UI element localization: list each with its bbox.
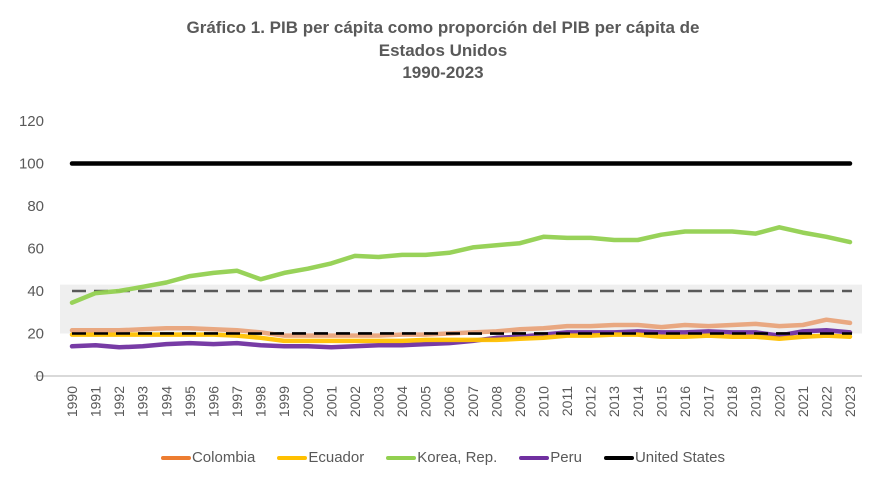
legend-item: Colombia: [160, 449, 256, 466]
chart-title: Gráfico 1. PIB per cápita como proporció…: [0, 17, 886, 85]
x-tick-label: 2001: [323, 386, 339, 417]
legend-swatch: [386, 455, 417, 460]
x-tick-label: 2016: [677, 386, 693, 417]
x-tick-label: 2003: [370, 386, 386, 417]
x-tick-label: 1992: [111, 386, 127, 417]
y-tick-label: 100: [19, 156, 44, 173]
series-line-colombia: [69, 317, 853, 338]
y-tick-label: 0: [36, 368, 44, 385]
x-tick-label: 2017: [701, 386, 717, 417]
legend-swatch: [603, 455, 634, 460]
x-tick-label: 1996: [205, 386, 221, 417]
x-tick-label: 2006: [441, 386, 457, 417]
series-layer: [69, 161, 853, 350]
legend-swatch: [277, 455, 308, 460]
y-tick-label: 120: [19, 113, 44, 130]
legend-item: United States: [603, 449, 726, 466]
series-line-korea-rep: [69, 225, 853, 305]
x-tick-label: 2022: [818, 386, 834, 417]
x-tick-label: 2009: [512, 386, 528, 417]
series-line-ecuador: [69, 332, 853, 344]
x-tick-label: 2019: [748, 386, 764, 417]
legend: Colombia Ecuador Korea, Rep. Peru United Sta…: [0, 449, 886, 466]
legend-swatch: [160, 455, 191, 460]
x-tick-label: 2015: [653, 386, 669, 417]
axis-layer: 0 20 40 60 80 100 120 1990 1991 1992 1993 1994 1995 1…: [19, 113, 862, 417]
legend-item: Ecuador: [277, 449, 364, 466]
chart-title-line1: Gráfico 1. PIB per cápita como proporció…: [186, 18, 700, 37]
x-tick-label: 1994: [158, 386, 174, 417]
chart-title-line2: Estados Unidos: [378, 40, 508, 60]
y-tick-label: 60: [27, 241, 44, 258]
x-tick-label: 2012: [583, 386, 599, 417]
legend-swatch: [519, 455, 550, 460]
x-tick-label: 1991: [88, 386, 104, 417]
x-tick-label: 2010: [536, 386, 552, 417]
x-tick-label: 1997: [229, 386, 245, 417]
x-tick-label: 2011: [559, 386, 575, 416]
chart-subtitle: 1990-2023: [402, 63, 484, 82]
x-tick-label: 2014: [630, 386, 646, 417]
legend-item: Korea, Rep.: [386, 449, 497, 466]
legend-label: Colombia: [191, 449, 256, 466]
x-tick-label: 2004: [394, 386, 410, 417]
y-tick-label: 20: [27, 326, 44, 343]
legend-label: Korea, Rep.: [417, 449, 498, 466]
x-tick-label: 2007: [465, 386, 481, 417]
x-tick-label: 2023: [842, 386, 858, 417]
x-tick-label: 2020: [771, 386, 787, 417]
x-tick-label: 1993: [135, 386, 151, 417]
legend-label: Peru: [550, 449, 582, 466]
legend-label: United States: [634, 449, 726, 466]
legend-item: Peru: [519, 449, 582, 466]
x-tick-label: 2021: [795, 386, 811, 417]
y-tick-label: 40: [27, 283, 44, 300]
x-tick-label: 2002: [347, 386, 363, 417]
legend-label: Ecuador: [308, 449, 365, 466]
x-tick-label: 1990: [64, 386, 80, 417]
x-tick-label: 2000: [300, 386, 316, 417]
x-tick-label: 2013: [606, 386, 622, 417]
x-tick-label: 1999: [276, 386, 292, 417]
y-tick-label: 80: [27, 198, 44, 215]
x-tick-label: 2005: [418, 386, 434, 417]
x-tick-label: 1995: [182, 386, 198, 417]
x-tick-label: 2008: [488, 386, 504, 417]
x-tick-label: 1998: [253, 386, 269, 417]
x-tick-label: 2018: [724, 386, 740, 417]
